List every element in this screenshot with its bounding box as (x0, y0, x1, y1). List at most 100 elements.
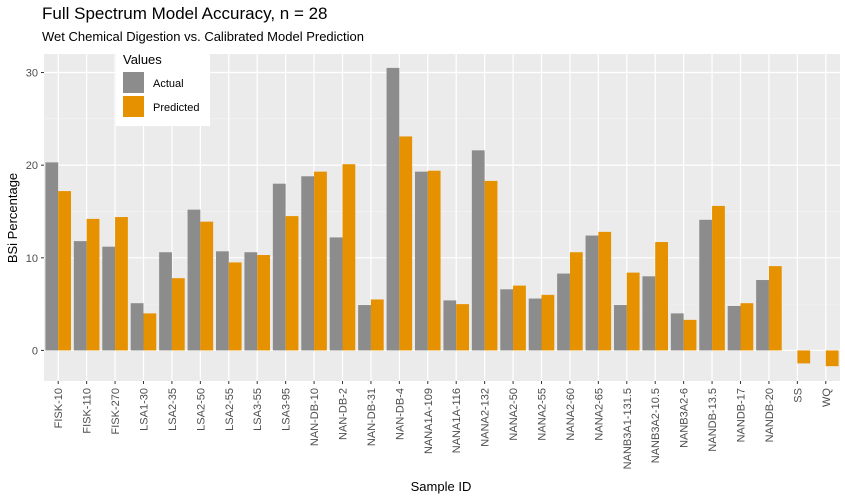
bar-actual-nandb-17 (727, 305, 741, 351)
bar-predicted-nana2-50 (513, 285, 526, 351)
bar-predicted-lsa3-95 (285, 216, 299, 351)
y-tick-label: 30 (26, 68, 38, 80)
y-axis-title: BSi Percentage (5, 173, 20, 263)
x-tick-label: NAN-DB-4 (394, 388, 406, 440)
bar-actual-nana2-65 (585, 235, 599, 351)
x-tick-label: LSA1-30 (139, 388, 151, 431)
bar-predicted-nandb-13.5 (712, 205, 725, 351)
bar-actual-nandb-20 (756, 280, 769, 351)
x-tick-label: SS (792, 388, 804, 403)
bar-predicted-nan-db-10 (314, 171, 327, 351)
bar-predicted-nan-db-31 (370, 299, 384, 351)
chart-subtitle: Wet Chemical Digestion vs. Calibrated Mo… (42, 29, 364, 44)
bar-actual-fisk-110 (73, 241, 87, 351)
x-tick-label: NANDB-17 (736, 388, 748, 442)
x-tick-label: FISK-10 (53, 388, 65, 428)
x-tick-label: NANDB-13.5 (707, 388, 719, 452)
legend: Values Actual Predicted (116, 48, 210, 126)
x-tick-label: NANDB-20 (764, 388, 776, 442)
x-tick-label: NANA2-60 (565, 388, 577, 441)
bar-predicted-nana2-132 (484, 180, 498, 351)
bar-actual-nan-db-31 (358, 305, 371, 351)
bar-actual-nandb-13.5 (699, 219, 713, 351)
bar-actual-nana2-132 (471, 150, 485, 351)
bar-predicted-ss (797, 350, 811, 364)
bar-actual-nana1a-116 (443, 300, 457, 351)
chart-title: Full Spectrum Model Accuracy, n = 28 (42, 4, 328, 23)
legend-label-predicted: Predicted (153, 102, 199, 114)
bar-predicted-nandb-20 (768, 266, 782, 351)
bar-predicted-lsa2-35 (171, 278, 185, 351)
x-tick-label: NANB3A2-6 (679, 388, 691, 448)
legend-key-actual (123, 72, 144, 93)
x-tick-label: NANA2-50 (508, 388, 520, 441)
x-tick-label: NANB3A2-10.5 (650, 388, 662, 463)
x-tick-label: LSA3-95 (281, 388, 293, 431)
x-tick-label: NANA1A-109 (423, 388, 435, 454)
bar-predicted-nan-db-2 (342, 164, 356, 351)
y-tick-label: 20 (26, 160, 38, 172)
bar-predicted-fisk-270 (115, 217, 128, 351)
x-axis: FISK-10 FISK-110 FISK-270 LSA1-30 LSA2-35 LSA… (53, 381, 833, 469)
bar-predicted-fisk-110 (86, 218, 100, 351)
bar-actual-nanb3a1-131.5 (613, 305, 627, 351)
bars (45, 67, 839, 367)
bar-predicted-nana1a-116 (456, 304, 470, 351)
bar-actual-nanb3a2-10.5 (642, 276, 656, 351)
bar-actual-nana2-55 (528, 298, 542, 351)
bar-actual-fisk-270 (102, 246, 116, 351)
x-tick-label: WQ (821, 388, 833, 407)
bar-predicted-lsa3-55 (257, 255, 271, 351)
bar-actual-nan-db-10 (301, 176, 315, 351)
bar-actual-lsa3-95 (272, 183, 286, 351)
x-tick-label: NANA2-55 (537, 388, 549, 441)
x-tick-label: LSA3-55 (252, 388, 264, 431)
x-tick-label: LSA2-50 (195, 388, 207, 431)
x-tick-label: FISK-110 (82, 388, 94, 434)
legend-title: Values (123, 52, 162, 67)
bar-actual-lsa2-35 (159, 252, 172, 351)
x-tick-label: FISK-270 (110, 388, 122, 434)
bar-actual-fisk-10 (45, 162, 59, 351)
bar-predicted-nana1a-109 (427, 170, 441, 351)
bar-predicted-lsa2-55 (228, 262, 242, 351)
x-tick-label: NANA2-65 (593, 388, 605, 441)
x-tick-label: NANB3A1-131.5 (622, 388, 634, 469)
bar-actual-nana2-50 (500, 289, 514, 351)
x-tick-label: LSA2-35 (167, 388, 179, 431)
bar-predicted-nanb3a1-131.5 (626, 272, 640, 351)
y-tick-label: 0 (32, 345, 38, 357)
x-tick-label: NAN-DB-10 (309, 388, 321, 446)
legend-label-actual: Actual (153, 78, 184, 90)
bar-predicted-nanb3a2-10.5 (655, 242, 669, 351)
bar-predicted-nan-db-4 (399, 136, 413, 351)
bar-predicted-wq (825, 350, 839, 367)
bar-predicted-nana2-55 (541, 294, 555, 351)
x-tick-label: NANA1A-116 (451, 388, 463, 453)
x-tick-label: LSA2-55 (224, 388, 236, 431)
x-tick-label: NAN-DB-2 (338, 388, 350, 440)
bar-actual-nan-db-2 (329, 237, 343, 351)
legend-key-predicted (123, 96, 144, 117)
y-tick-label: 10 (26, 253, 38, 265)
y-axis: 0 10 20 30 (26, 68, 44, 357)
x-tick-label: NANA2-132 (480, 388, 492, 447)
bar-predicted-nana2-60 (569, 252, 583, 351)
bar-actual-nana1a-109 (414, 171, 428, 351)
bar-predicted-nana2-65 (598, 231, 612, 351)
bar-predicted-fisk-10 (58, 191, 72, 351)
x-tick-label: NAN-DB-31 (366, 388, 378, 446)
x-axis-title: Sample ID (411, 479, 472, 494)
bar-predicted-lsa1-30 (143, 313, 157, 351)
bar-actual-lsa1-30 (130, 303, 144, 351)
bar-predicted-nanb3a2-6 (683, 319, 697, 351)
bar-predicted-lsa2-50 (200, 221, 214, 351)
bar-actual-lsa3-55 (244, 252, 258, 351)
bar-actual-nana2-60 (557, 273, 570, 351)
bar-actual-lsa2-55 (215, 251, 229, 351)
bar-actual-nanb3a2-6 (670, 313, 684, 351)
bar-actual-nan-db-4 (386, 67, 400, 351)
bar-predicted-nandb-17 (740, 303, 754, 351)
bar-actual-lsa2-50 (187, 209, 201, 351)
